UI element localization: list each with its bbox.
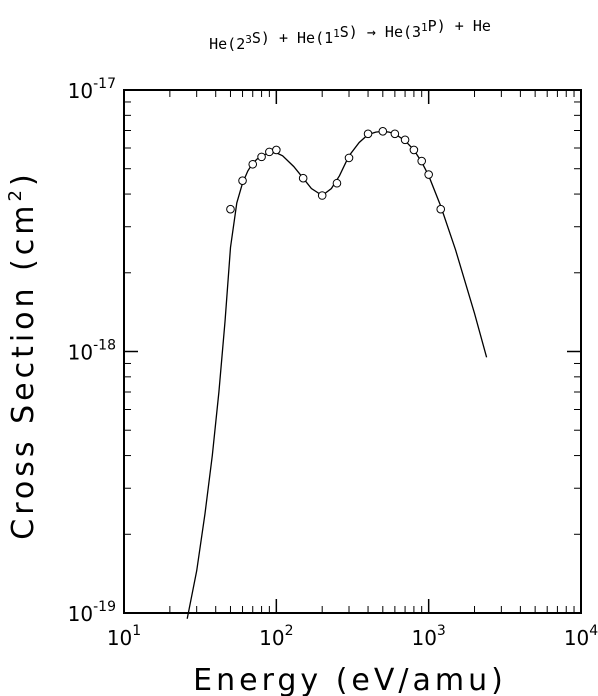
data-point-marker — [248, 159, 258, 169]
title-part: He(2 — [209, 35, 245, 53]
data-point-marker — [409, 145, 419, 155]
x-tick-label: 102 — [259, 623, 293, 650]
plot-frame — [123, 89, 582, 614]
series-line-group — [186, 130, 488, 619]
title-part: S) + He(1 — [252, 29, 333, 47]
title-superscript: 3 — [245, 33, 252, 46]
data-point-marker — [257, 152, 266, 162]
y-tick-label: 10-19 — [68, 599, 116, 626]
x-axis-label: Energy (eV/amu) — [193, 663, 507, 696]
data-point-marker — [363, 129, 373, 139]
series-markers-group — [226, 127, 446, 214]
data-point-marker — [390, 129, 400, 139]
axes: 101 102 103 104 10-19 10-18 10-17 — [68, 76, 598, 650]
title-part: S) → He(3 — [340, 23, 421, 41]
data-point-marker — [317, 191, 327, 200]
data-point-marker — [344, 153, 354, 163]
data-point-marker — [424, 170, 433, 179]
title-superscript: 1 — [421, 21, 428, 34]
data-point-marker — [400, 135, 410, 145]
y-tick-label: 10-18 — [68, 338, 116, 365]
data-point-marker — [436, 204, 446, 214]
data-point-marker — [298, 173, 308, 183]
chart-title: He(23S) + He(11S) → He(31P) + He — [209, 17, 491, 53]
data-point-marker — [417, 156, 426, 166]
data-point-marker — [265, 147, 274, 157]
x-tick-label: 101 — [107, 623, 141, 650]
data-point-marker — [226, 204, 235, 214]
x-tick-label: 104 — [564, 623, 598, 650]
y-tick-label: 10-17 — [68, 76, 116, 103]
x-tick-label: 103 — [411, 623, 445, 650]
data-point-marker — [272, 145, 281, 155]
y-label-superscript: 2 — [5, 186, 26, 201]
data-point-marker — [238, 176, 247, 185]
data-point-marker — [378, 127, 388, 136]
y-axis-label: Cross Section (cm2) — [5, 170, 41, 539]
series-line — [186, 130, 488, 619]
title-part: P) + He — [428, 17, 491, 35]
data-point-marker — [332, 178, 342, 188]
title-superscript: 1 — [333, 27, 340, 40]
